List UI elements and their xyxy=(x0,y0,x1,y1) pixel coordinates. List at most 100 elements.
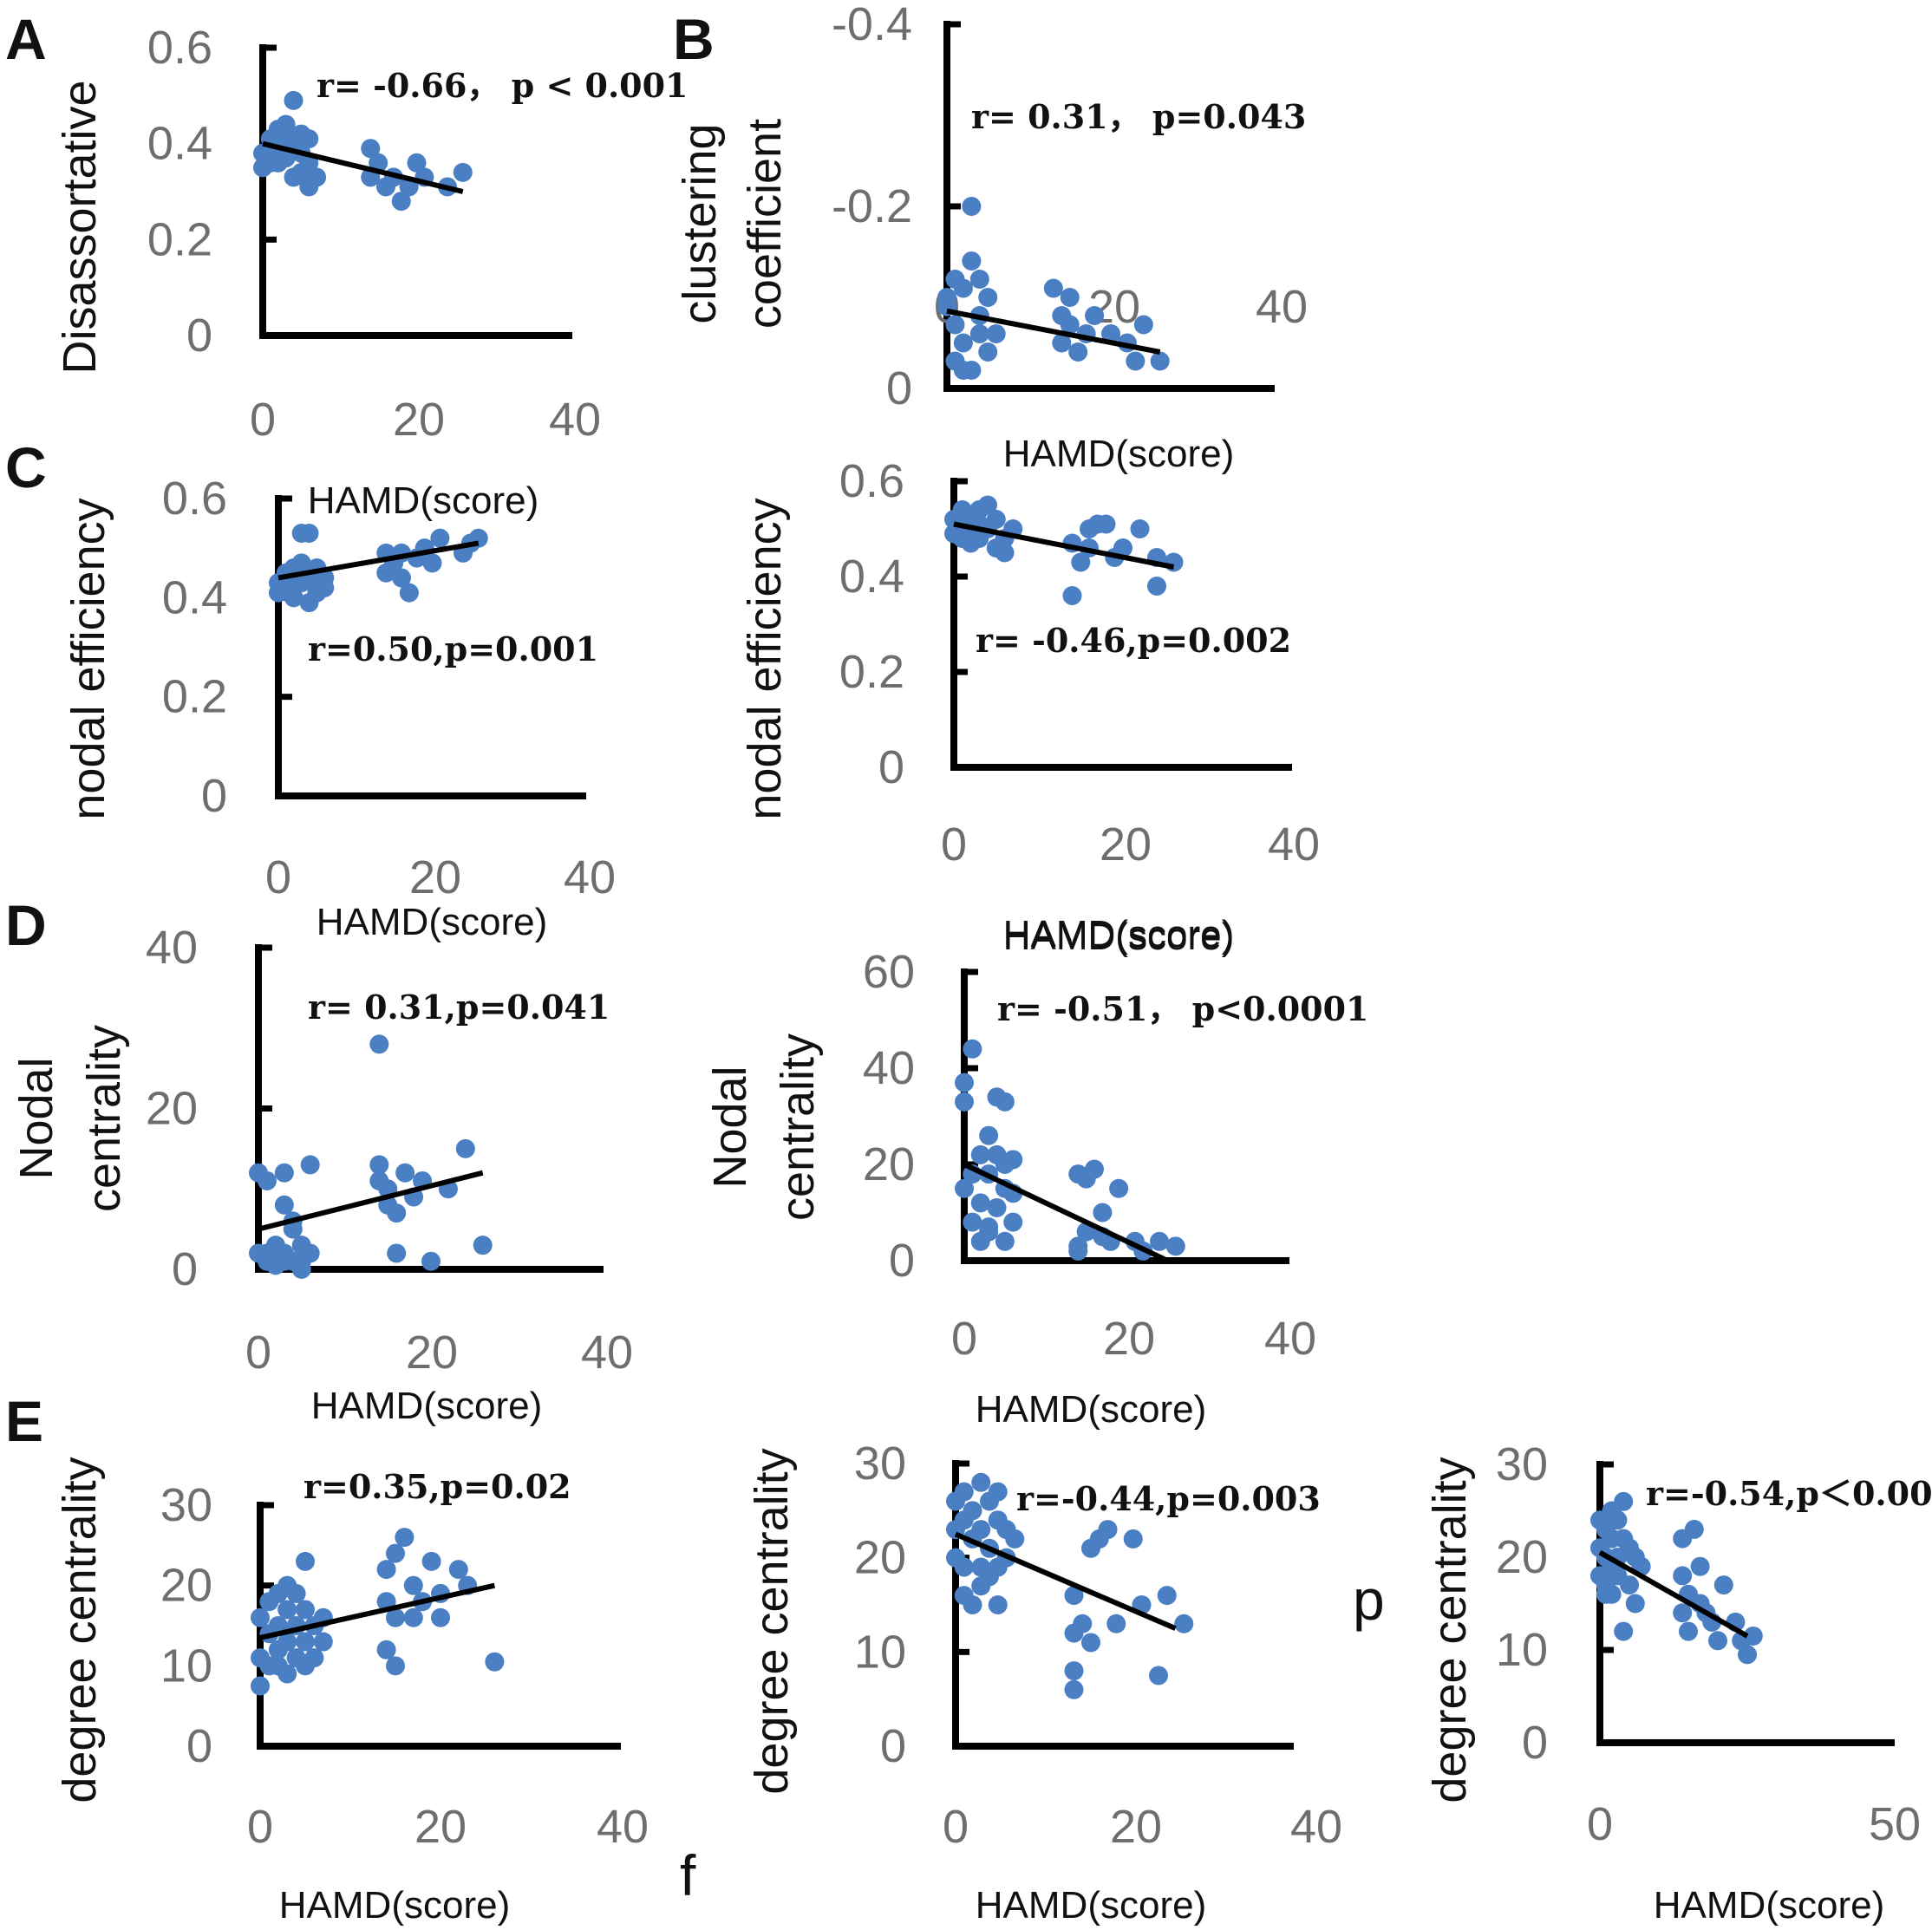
data-point xyxy=(1003,1150,1023,1170)
data-point xyxy=(969,500,989,519)
data-point xyxy=(299,524,319,544)
data-point xyxy=(296,1600,315,1620)
data-point xyxy=(945,315,965,335)
data-point xyxy=(1625,1594,1645,1614)
data-point xyxy=(300,1155,320,1175)
y-tick-label: 0.4 xyxy=(839,551,904,603)
data-point xyxy=(1073,1614,1093,1633)
correlation-annotation: r= 0.31,p=0.041 xyxy=(308,988,610,1027)
data-point xyxy=(268,1656,288,1676)
trend-line xyxy=(954,1531,1177,1631)
data-point xyxy=(1596,1584,1615,1604)
y-tick-label: 10 xyxy=(160,1640,212,1692)
y-axis-label: centrality xyxy=(78,1025,130,1212)
data-point xyxy=(953,333,973,353)
data-point xyxy=(387,1203,407,1223)
y-axis-label: clustering xyxy=(674,123,726,323)
y-tick-label: 20 xyxy=(160,1560,212,1612)
data-point xyxy=(988,1595,1008,1614)
data-point xyxy=(1093,1203,1113,1223)
x-tick-label: 0 xyxy=(941,818,967,870)
data-point xyxy=(391,192,411,212)
data-point xyxy=(1620,1575,1639,1595)
trend-line xyxy=(963,1162,1169,1263)
x-tick-label: 0 xyxy=(951,1313,977,1365)
chart-title: HAMD(score) xyxy=(1003,913,1234,955)
data-point xyxy=(386,1543,405,1563)
data-point xyxy=(300,1243,320,1263)
data-point xyxy=(995,1092,1015,1112)
data-point xyxy=(1690,1556,1710,1576)
data-point xyxy=(376,1640,396,1659)
x-axis-label: HAMD(score) xyxy=(1003,433,1234,475)
data-point xyxy=(392,568,411,588)
data-point xyxy=(1043,278,1063,298)
y-axis-label: degree centrality xyxy=(746,1448,798,1794)
trend-line xyxy=(277,540,480,581)
data-point xyxy=(1150,351,1170,371)
data-point xyxy=(1673,1603,1693,1623)
data-point xyxy=(1673,1566,1693,1586)
x-tick-label: 40 xyxy=(1256,281,1308,333)
data-point xyxy=(1133,315,1153,335)
y-tick-label: 0.6 xyxy=(147,22,212,74)
data-point xyxy=(403,1607,423,1627)
data-point xyxy=(986,324,1006,343)
data-point xyxy=(1130,519,1150,538)
data-point xyxy=(979,1217,999,1237)
data-point xyxy=(963,1501,982,1521)
data-point xyxy=(395,1528,414,1548)
correlation-annotation: r= 0.31， p=0.043 xyxy=(971,97,1306,136)
data-point xyxy=(1060,315,1080,335)
data-point xyxy=(1743,1626,1763,1646)
data-point xyxy=(421,1251,441,1271)
y-tick-label: -0.4 xyxy=(832,0,912,50)
y-tick-label: 0.6 xyxy=(839,455,904,507)
y-tick-label: 0 xyxy=(880,1720,906,1772)
y-tick-label: 0 xyxy=(1522,1717,1548,1769)
x-tick-label: 20 xyxy=(414,1801,467,1853)
data-point xyxy=(291,553,311,573)
y-tick-label: 10 xyxy=(1496,1624,1548,1676)
data-point xyxy=(1068,1241,1088,1261)
data-point xyxy=(274,1195,294,1215)
data-point xyxy=(1708,1631,1727,1651)
chart-e3: 0 10 20 30 0 50 r=-0.54,p＜0.001 degree centrali… xyxy=(1424,1438,1932,1927)
y-tick-label: 0 xyxy=(878,741,904,793)
data-point xyxy=(1123,1529,1143,1549)
data-point xyxy=(485,1652,505,1672)
data-point xyxy=(1064,1586,1084,1606)
y-axis-label: degree centrality xyxy=(1424,1457,1476,1803)
x-tick-label: 20 xyxy=(393,394,445,446)
y-tick-label: 0.4 xyxy=(162,571,227,623)
data-point xyxy=(1005,1529,1025,1549)
x-axis-label: HAMD(score) xyxy=(279,1884,510,1927)
data-point xyxy=(257,1170,277,1190)
correlation-annotation: r=0.50,p=0.001 xyxy=(308,629,598,668)
x-tick-label: 0 xyxy=(245,1327,271,1379)
data-point xyxy=(1164,552,1184,572)
data-point xyxy=(963,1595,982,1614)
x-tick-label: 0 xyxy=(943,1801,969,1853)
data-point xyxy=(978,342,998,362)
data-point xyxy=(1068,342,1088,362)
data-point xyxy=(296,1632,315,1652)
data-point xyxy=(284,90,304,110)
stray-label-p: p xyxy=(1353,1568,1385,1632)
data-point xyxy=(952,529,972,548)
data-point xyxy=(978,288,998,307)
trend-line xyxy=(259,1582,496,1640)
panel-label-a: A xyxy=(5,7,47,71)
data-point xyxy=(1113,538,1132,557)
data-point xyxy=(277,1575,297,1595)
y-tick-label: 20 xyxy=(1496,1531,1548,1583)
panel-label-b: B xyxy=(673,7,715,71)
data-point xyxy=(307,167,327,187)
data-point xyxy=(979,1125,999,1145)
y-axis-label: coefficient xyxy=(739,119,791,329)
data-point xyxy=(1713,1575,1733,1595)
y-axis-label: Disassortative xyxy=(54,80,106,374)
data-point xyxy=(403,1575,423,1595)
x-axis-label: HAMD(score) xyxy=(976,1388,1206,1431)
data-point xyxy=(1614,1621,1634,1641)
